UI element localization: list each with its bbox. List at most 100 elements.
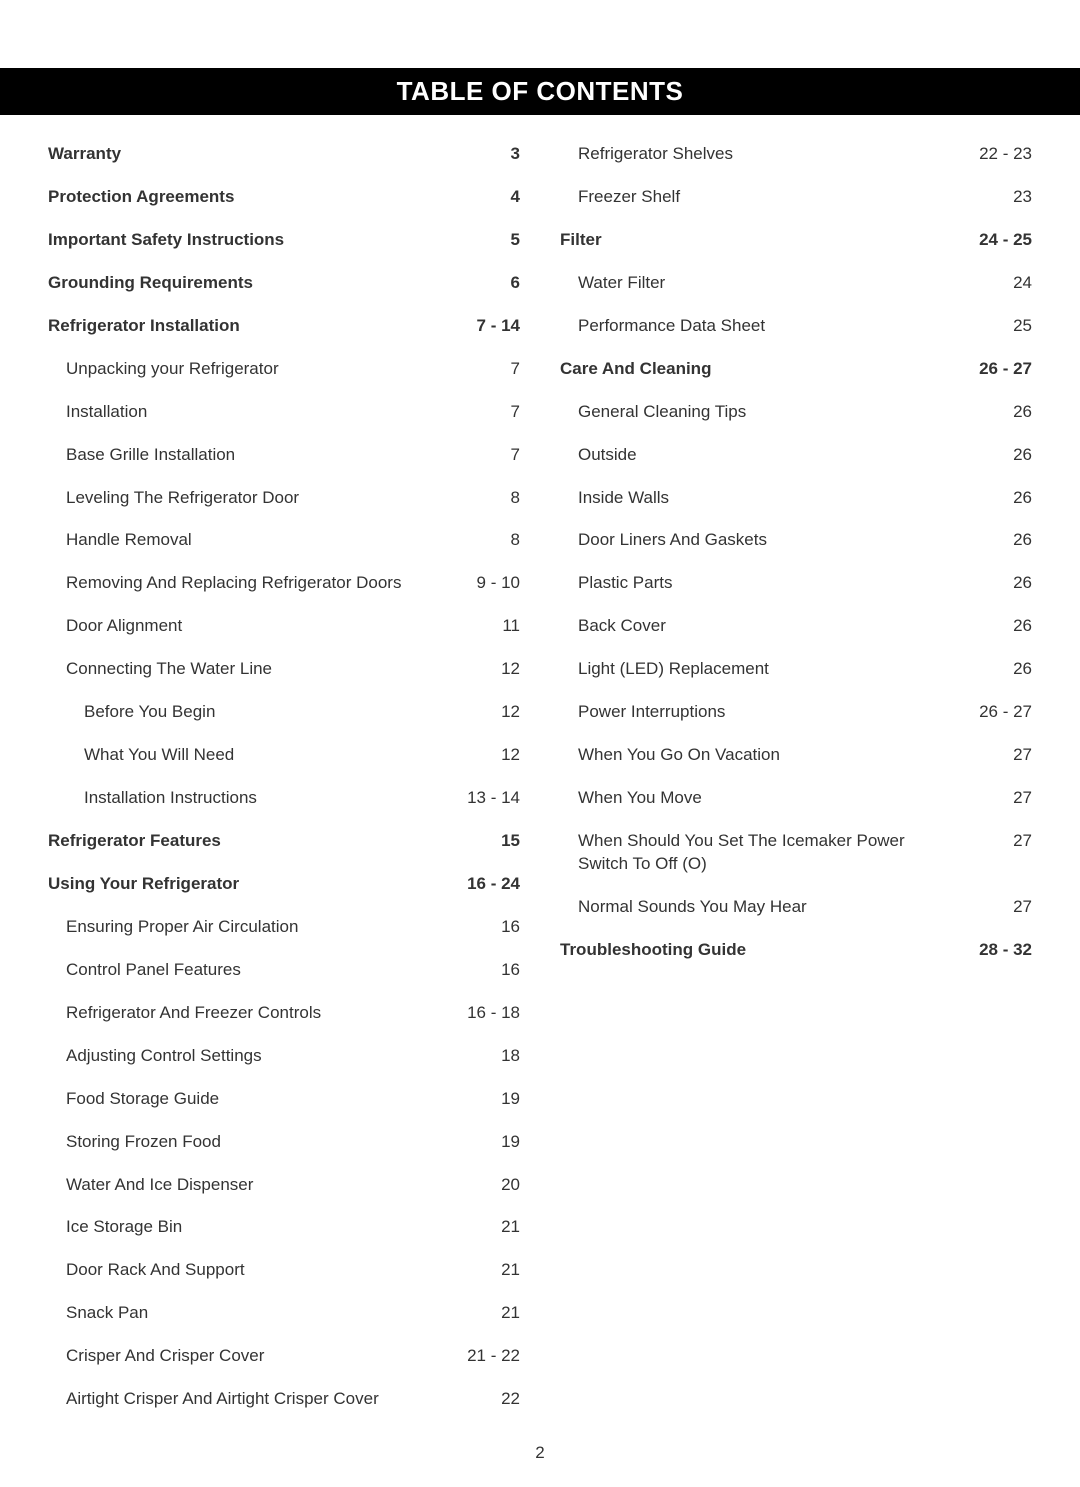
toc-row: Snack Pan21 — [48, 1292, 520, 1335]
toc-row: When You Move27 — [560, 777, 1032, 820]
toc-row: Back Cover26 — [560, 605, 1032, 648]
toc-label: When You Move — [560, 787, 962, 810]
toc-page: 26 - 27 — [962, 358, 1032, 381]
toc-page: 7 — [450, 358, 520, 381]
toc-label: Troubleshooting Guide — [560, 939, 962, 962]
toc-row: Door Alignment11 — [48, 605, 520, 648]
toc-row: Inside Walls26 — [560, 477, 1032, 520]
toc-page: 18 — [450, 1045, 520, 1068]
toc-row: Unpacking your Refrigerator7 — [48, 348, 520, 391]
toc-row: Troubleshooting Guide28 - 32 — [560, 929, 1032, 972]
toc-row: Door Liners And Gaskets26 — [560, 519, 1032, 562]
toc-label: Refrigerator And Freezer Controls — [48, 1002, 450, 1025]
toc-label: Door Alignment — [48, 615, 450, 638]
toc-page: 27 — [962, 787, 1032, 810]
toc-label: Adjusting Control Settings — [48, 1045, 450, 1068]
toc-label: Airtight Crisper And Airtight Crisper Co… — [48, 1388, 450, 1411]
toc-page: 13 - 14 — [450, 787, 520, 810]
toc-label: Food Storage Guide — [48, 1088, 450, 1111]
toc-row: Removing And Replacing Refrigerator Door… — [48, 562, 520, 605]
toc-page: 19 — [450, 1131, 520, 1154]
toc-label: Refrigerator Features — [48, 830, 450, 853]
toc-page: 12 — [450, 701, 520, 724]
toc-row: Door Rack And Support21 — [48, 1249, 520, 1292]
toc-page: 26 — [962, 401, 1032, 424]
toc-page: 26 — [962, 572, 1032, 595]
toc-row: Installation Instructions13 - 14 — [48, 777, 520, 820]
toc-label: Inside Walls — [560, 487, 962, 510]
toc-label: Using Your Refrigerator — [48, 873, 450, 896]
toc-row: Refrigerator Installation7 - 14 — [48, 305, 520, 348]
toc-row: Airtight Crisper And Airtight Crisper Co… — [48, 1378, 520, 1421]
toc-label: Handle Removal — [48, 529, 450, 552]
toc-row: Warranty3 — [48, 133, 520, 176]
toc-label: Warranty — [48, 143, 450, 166]
toc-label: Removing And Replacing Refrigerator Door… — [48, 572, 450, 595]
toc-label: Grounding Requirements — [48, 272, 450, 295]
toc-page: 16 - 24 — [450, 873, 520, 896]
toc-page: 8 — [450, 529, 520, 552]
toc-row: Handle Removal8 — [48, 519, 520, 562]
toc-label: Base Grille Installation — [48, 444, 450, 467]
toc-row: Protection Agreements4 — [48, 176, 520, 219]
toc-label: Performance Data Sheet — [560, 315, 962, 338]
toc-label: Unpacking your Refrigerator — [48, 358, 450, 381]
toc-label: Installation — [48, 401, 450, 424]
toc-row: Important Safety Instructions5 — [48, 219, 520, 262]
toc-label: Power Interruptions — [560, 701, 962, 724]
toc-row: Control Panel Features16 — [48, 949, 520, 992]
toc-label: General Cleaning Tips — [560, 401, 962, 424]
toc-label: Important Safety Instructions — [48, 229, 450, 252]
toc-row: Refrigerator And Freezer Controls16 - 18 — [48, 992, 520, 1035]
toc-page: 16 — [450, 959, 520, 982]
toc-row: Leveling The Refrigerator Door8 — [48, 477, 520, 520]
toc-page: 26 — [962, 658, 1032, 681]
toc-page: 22 - 23 — [962, 143, 1032, 166]
toc-label: Connecting The Water Line — [48, 658, 450, 681]
toc-page: 23 — [962, 186, 1032, 209]
toc-columns: Warranty3Protection Agreements4Important… — [0, 133, 1080, 1421]
toc-label: Freezer Shelf — [560, 186, 962, 209]
toc-row: Power Interruptions26 - 27 — [560, 691, 1032, 734]
toc-page: 22 — [450, 1388, 520, 1411]
toc-label: Filter — [560, 229, 962, 252]
toc-row: Care And Cleaning26 - 27 — [560, 348, 1032, 391]
toc-label: Care And Cleaning — [560, 358, 962, 381]
toc-label: Light (LED) Replacement — [560, 658, 962, 681]
toc-page: 26 - 27 — [962, 701, 1032, 724]
toc-page: 7 — [450, 401, 520, 424]
toc-row: Ice Storage Bin21 — [48, 1206, 520, 1249]
toc-row: Storing Frozen Food19 — [48, 1121, 520, 1164]
toc-label: Back Cover — [560, 615, 962, 638]
toc-page: 3 — [450, 143, 520, 166]
toc-row: General Cleaning Tips26 — [560, 391, 1032, 434]
toc-page: 4 — [450, 186, 520, 209]
toc-label: Water Filter — [560, 272, 962, 295]
toc-page: 27 — [962, 744, 1032, 767]
toc-row: Adjusting Control Settings18 — [48, 1035, 520, 1078]
toc-row: Refrigerator Shelves22 - 23 — [560, 133, 1032, 176]
toc-page: 19 — [450, 1088, 520, 1111]
toc-page: 27 — [962, 896, 1032, 919]
toc-row: Grounding Requirements6 — [48, 262, 520, 305]
toc-label: Water And Ice Dispenser — [48, 1174, 450, 1197]
toc-label: Outside — [560, 444, 962, 467]
toc-label: Plastic Parts — [560, 572, 962, 595]
toc-row: Using Your Refrigerator16 - 24 — [48, 863, 520, 906]
toc-page: 26 — [962, 615, 1032, 638]
toc-page: 24 - 25 — [962, 229, 1032, 252]
toc-row: Normal Sounds You May Hear27 — [560, 886, 1032, 929]
toc-label: Crisper And Crisper Cover — [48, 1345, 450, 1368]
toc-page: 21 — [450, 1216, 520, 1239]
toc-row: Before You Begin12 — [48, 691, 520, 734]
toc-row: Refrigerator Features15 — [48, 820, 520, 863]
title-bar: TABLE OF CONTENTS — [0, 68, 1080, 115]
toc-page: 24 — [962, 272, 1032, 295]
toc-label: Protection Agreements — [48, 186, 450, 209]
toc-label: Door Liners And Gaskets — [560, 529, 962, 552]
toc-label: Control Panel Features — [48, 959, 450, 982]
toc-row: Connecting The Water Line12 — [48, 648, 520, 691]
toc-label: Storing Frozen Food — [48, 1131, 450, 1154]
toc-label: When You Go On Vacation — [560, 744, 962, 767]
toc-row: Light (LED) Replacement26 — [560, 648, 1032, 691]
